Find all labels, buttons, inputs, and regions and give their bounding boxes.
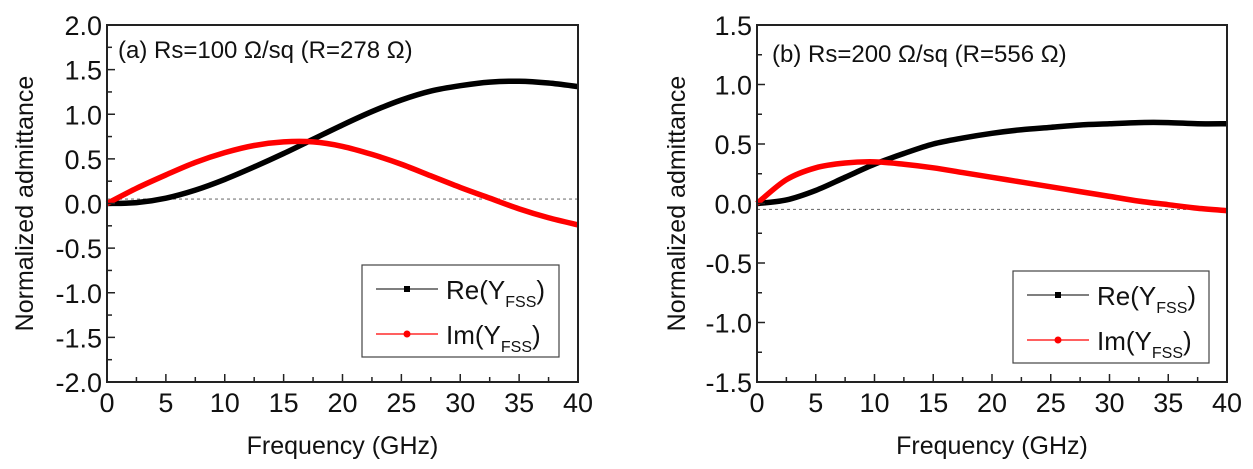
x-tick-label: 10 [210, 388, 240, 418]
y-tick-label: -1.5 [705, 368, 752, 398]
legend-label-end: ) [1187, 281, 1196, 311]
legend: Re(YFSS)Im(YFSS) [1012, 270, 1210, 364]
legend-label-subscript: FSS [1152, 345, 1183, 362]
x-tick-label: 10 [859, 388, 889, 418]
legend-label-subscript: FSS [501, 339, 532, 356]
legend-marker-circle [403, 330, 411, 338]
series-line-re [756, 119, 1228, 207]
x-tick-label: 30 [1094, 388, 1124, 418]
y-tick-label: 0.0 [714, 190, 752, 220]
x-tick-label: 25 [386, 388, 416, 418]
x-tick-label: 35 [1153, 388, 1183, 418]
y-tick-label: 1.5 [714, 11, 752, 41]
legend-label-main: Im(Y [1097, 326, 1152, 356]
chart-panel-a: 0 5 10 15 20 25 30 35 40 -2.0 -1.5 -1.0 -0.5 0.0 0.5 1.… [11, 11, 593, 460]
x-tick-label: 5 [158, 388, 173, 418]
y-tick-label: -0.5 [705, 249, 752, 279]
legend-label: Re(YFSS) [1097, 281, 1196, 317]
x-tick-label: 30 [445, 388, 475, 418]
legend-box [361, 264, 560, 358]
legend-box [1012, 270, 1210, 364]
y-axis-title: Normalized admittance [11, 76, 39, 332]
x-tick-label: 20 [327, 388, 357, 418]
x-tick-label: 5 [808, 388, 823, 418]
legend-item-im: Im(YFSS) [1027, 326, 1192, 362]
y-tick-label: 1.0 [714, 71, 752, 101]
legend-label-end: ) [532, 320, 541, 350]
legend: Re(YFSS)Im(YFSS) [361, 264, 560, 358]
legend-item-re: Re(YFSS) [376, 275, 545, 311]
y-axis-title: Normalized admittance [663, 76, 691, 332]
x-tick-label: 15 [918, 388, 948, 418]
x-axis-title: Frequency (GHz) [247, 432, 439, 460]
y-tick-label: 0.5 [714, 130, 752, 160]
y-tick-label: -1.0 [55, 279, 102, 309]
legend-label-main: Re(Y [1097, 281, 1156, 311]
y-tick-label: -0.5 [55, 234, 102, 264]
legend-label-main: Im(Y [446, 320, 501, 350]
panel-annotation: (b) Rs=200 Ω/sq (R=556 Ω) [772, 41, 1067, 68]
y-tick-label: 0.5 [64, 145, 102, 175]
x-tick-label: 40 [1212, 388, 1242, 418]
y-tick-label: 0.0 [64, 190, 102, 220]
y-tick-label: 2.0 [64, 11, 102, 41]
x-axis-title: Frequency (GHz) [896, 432, 1088, 460]
legend-marker-square [1055, 292, 1061, 298]
panel-annotation: (a) Rs=100 Ω/sq (R=278 Ω) [118, 37, 413, 64]
legend-marker-square [404, 286, 410, 292]
y-tick-label: 1.0 [64, 100, 102, 130]
legend-label-subscript: FSS [1156, 300, 1187, 317]
x-tick-label: 25 [1036, 388, 1066, 418]
y-tick-label: 1.5 [64, 56, 102, 86]
x-tick-label: 0 [99, 388, 114, 418]
x-tick-label: 0 [749, 388, 764, 418]
y-tick-label: -2.0 [55, 368, 102, 398]
y-tick-label: -1.0 [705, 309, 752, 339]
x-tick-label: 15 [269, 388, 299, 418]
y-tick-label: -1.5 [55, 323, 102, 353]
legend-label-subscript: FSS [505, 294, 536, 311]
legend-marker-circle [1054, 336, 1062, 344]
legend-label: Re(YFSS) [446, 275, 545, 311]
legend-label-end: ) [1183, 326, 1192, 356]
legend-label-main: Re(Y [446, 275, 505, 305]
x-tick-label: 20 [977, 388, 1007, 418]
legend-label-end: ) [536, 275, 545, 305]
legend-item-im: Im(YFSS) [376, 320, 541, 356]
legend-label: Im(YFSS) [1097, 326, 1192, 362]
legend-item-re: Re(YFSS) [1027, 281, 1196, 317]
chart-panel-b: 0 5 10 15 20 25 30 35 40 -1.5 -1.0 -0.5 0.0 0.5 1.0 1.5… [663, 11, 1242, 460]
series-line-im [755, 159, 1228, 214]
series-line-im [105, 138, 579, 228]
x-tick-label: 35 [504, 388, 534, 418]
series-line-re [106, 78, 579, 207]
legend-label: Im(YFSS) [446, 320, 541, 356]
x-tick-label: 40 [563, 388, 593, 418]
